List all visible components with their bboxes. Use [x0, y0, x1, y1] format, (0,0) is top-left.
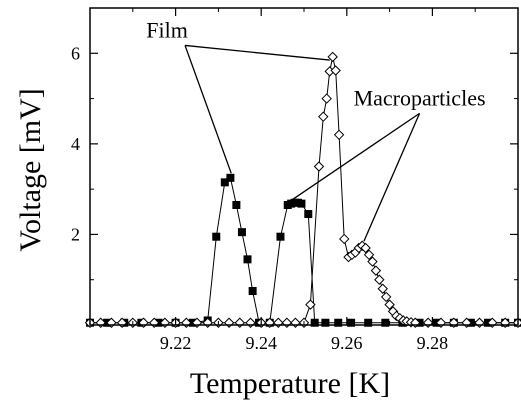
data-point-diamond: [360, 242, 371, 254]
x-tick-label: 9.24: [245, 333, 277, 353]
data-point-diamond: [290, 317, 301, 328]
annotation-pointer-line: [184, 45, 232, 174]
data-point-square: [334, 318, 343, 327]
data-point-diamond: [374, 274, 385, 285]
y-tick-label: 4: [71, 134, 80, 154]
data-point-diamond: [321, 93, 332, 104]
data-point-diamond: [422, 317, 434, 328]
data-point-diamond: [333, 129, 345, 141]
series-0-line: [90, 176, 518, 324]
data-point-square: [232, 200, 241, 209]
annotation-pointer-line: [184, 44, 330, 61]
data-point-diamond: [367, 256, 378, 267]
y-tick-label: 2: [71, 224, 80, 244]
data-point-square: [248, 287, 257, 296]
data-point-diamond: [330, 65, 341, 76]
data-point-square: [364, 318, 373, 327]
annotation-macroparticles: Macroparticles: [354, 85, 486, 110]
data-point-diamond: [305, 299, 316, 310]
x-tick-label: 9.28: [417, 333, 449, 353]
data-point-square: [212, 232, 221, 241]
data-point-diamond: [363, 249, 375, 261]
data-point-diamond: [273, 317, 284, 328]
data-point-diamond: [339, 233, 350, 245]
y-axis-title: Voltage [mV]: [14, 88, 47, 252]
data-point-diamond: [384, 299, 395, 310]
data-point-square: [381, 318, 390, 327]
plot-frame: [89, 7, 519, 326]
data-point-diamond: [380, 291, 392, 303]
data-point-square: [243, 255, 252, 264]
data-point-diamond: [327, 51, 338, 63]
x-axis-title: Temperature [K]: [190, 367, 390, 400]
data-point-diamond: [223, 317, 235, 328]
pointer-lines: [184, 44, 421, 242]
data-point-diamond: [281, 317, 293, 328]
data-point-diamond: [370, 265, 382, 276]
data-point-diamond: [377, 283, 388, 294]
data-point-square: [237, 228, 246, 237]
data-point-square: [347, 318, 356, 327]
data-point-diamond: [245, 317, 256, 328]
axis-ticks: [90, 8, 518, 325]
annotation-pointer-line: [363, 113, 421, 242]
data-point-square: [310, 318, 319, 327]
data-point-diamond: [234, 317, 246, 328]
tick-labels: 9.22 9.24 9.26 9.28 2 4 6: [71, 43, 448, 353]
data-point-square: [276, 232, 285, 241]
y-tick-label: 6: [71, 43, 80, 63]
data-point-square: [304, 210, 313, 219]
data-point-square: [297, 199, 306, 208]
data-point-diamond: [474, 317, 485, 328]
annotation-pointer-line: [290, 112, 420, 202]
data-point-diamond: [313, 161, 325, 172]
annotation-film: Film: [146, 17, 188, 42]
data-point-square: [220, 178, 229, 187]
data-point-square: [321, 318, 330, 327]
x-tick-label: 9.22: [160, 333, 192, 353]
x-tick-label: 9.26: [331, 333, 363, 353]
data-point-diamond: [318, 111, 329, 122]
data-point-square: [226, 173, 235, 182]
